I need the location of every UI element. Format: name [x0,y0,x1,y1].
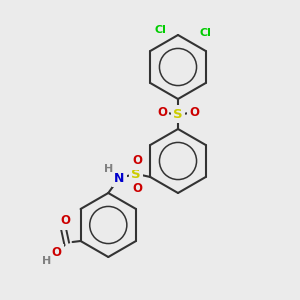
Text: O: O [61,214,70,227]
Text: Cl: Cl [154,25,166,35]
Text: H: H [42,256,51,266]
Text: S: S [131,169,141,182]
Text: O: O [157,106,167,119]
Text: O: O [132,154,142,167]
Text: O: O [189,106,199,119]
Text: H: H [104,164,113,174]
Text: O: O [132,182,142,196]
Text: S: S [173,107,183,121]
Text: N: N [114,172,124,184]
Text: O: O [52,247,61,260]
Text: Cl: Cl [199,28,211,38]
